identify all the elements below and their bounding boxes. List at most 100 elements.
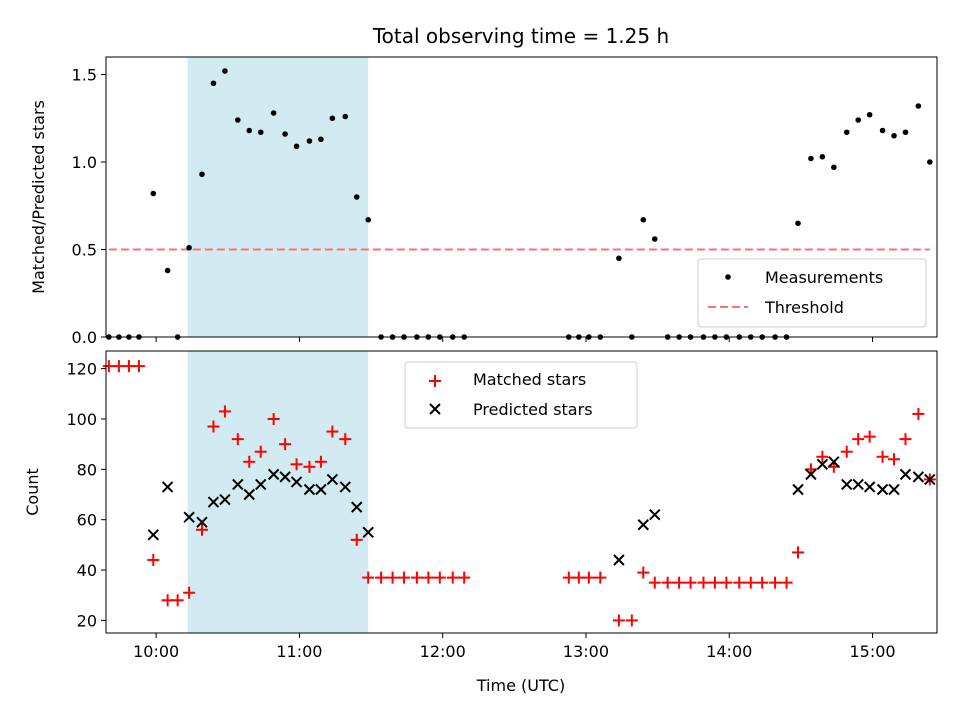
- matched-star-point: [582, 571, 595, 584]
- matched-star-point: [195, 523, 208, 536]
- predicted-star-point: [792, 483, 804, 496]
- predicted-legend-marker: [429, 403, 441, 415]
- top-axes-frame: [105, 56, 938, 338]
- measurement-point: [866, 111, 873, 118]
- predicted-star-point: [267, 468, 280, 481]
- bottom-x-ticks: 10:00 11:00 12:00 13:00 14:00 15:00: [133, 633, 896, 661]
- matched-star-point: [446, 571, 459, 584]
- predicted-star-point: [828, 456, 840, 468]
- matched-star-point: [562, 571, 575, 584]
- threshold-legend-label: Threshold: [764, 298, 844, 317]
- measurement-point: [150, 190, 157, 197]
- measurement-point: [927, 159, 933, 165]
- predicted-star-point: [863, 481, 876, 493]
- predicted-star-point: [315, 483, 327, 496]
- matched-star-point: [733, 576, 746, 589]
- matched-star-point: [254, 445, 267, 458]
- matched-star-point: [362, 571, 375, 584]
- matched-star-point: [780, 576, 793, 589]
- measurement-point: [616, 255, 622, 262]
- matched-star-point: [648, 576, 661, 589]
- matched-star-point: [102, 360, 115, 373]
- measurement-point: [808, 155, 814, 162]
- matched-star-point: [792, 546, 805, 559]
- matched-star-point: [290, 458, 303, 471]
- predicted-star-point: [303, 483, 316, 496]
- measurement-point: [831, 164, 837, 171]
- matched-star-point: [171, 594, 184, 607]
- measurement-point: [318, 136, 324, 143]
- matched-star-point: [661, 576, 674, 589]
- matched-star-point: [183, 586, 196, 599]
- predicted-star-point: [899, 468, 912, 481]
- matched-star-point: [279, 438, 292, 451]
- measurement-point: [855, 117, 861, 123]
- top-legend: Measurements Threshold: [697, 258, 927, 328]
- matched-star-point: [625, 614, 638, 627]
- x-tick-label: 14:00: [706, 642, 752, 661]
- matched-star-point: [756, 576, 769, 589]
- predicted-star-point: [161, 481, 174, 493]
- bottom-y-tick-label: 20: [77, 611, 97, 630]
- bottom-y-tick-label: 60: [77, 511, 97, 530]
- measurement-point: [222, 68, 228, 74]
- predicted-star-point: [255, 478, 267, 491]
- predicted-star-point: [852, 478, 864, 491]
- measurement-point: [819, 153, 826, 160]
- matched-star-point: [207, 420, 220, 433]
- matched-star-point: [350, 533, 363, 546]
- predicted-star-point: [649, 508, 661, 521]
- predicted-legend-label: Predicted stars: [473, 400, 593, 419]
- predicted-star-point: [912, 471, 925, 483]
- measurement-point: [640, 216, 647, 223]
- matched-star-point: [218, 405, 231, 418]
- measurement-point: [843, 129, 850, 136]
- predicted-star-point: [888, 483, 900, 496]
- matched-star-point: [243, 455, 256, 468]
- top-y-ticks: 0.0 0.5 1.0 1.5: [72, 66, 106, 347]
- bottom-y-tick-label: 120: [66, 360, 97, 379]
- matched-star-point: [697, 576, 710, 589]
- top-y-tick-label: 1.5: [72, 66, 97, 85]
- measurement-point: [235, 117, 241, 123]
- matched-star-point: [161, 594, 174, 607]
- matched-star-point: [720, 576, 733, 589]
- predicted-star-point: [805, 468, 817, 481]
- matched-star-point: [231, 433, 244, 446]
- x-tick-label: 13:00: [563, 642, 609, 661]
- x-tick-label: 12:00: [420, 642, 466, 661]
- measurement-point: [329, 115, 336, 122]
- matched-star-point: [458, 571, 471, 584]
- measurement-point: [795, 220, 801, 227]
- matched-star-point: [572, 571, 585, 584]
- chart-title: Total observing time = 1.25 h: [372, 24, 669, 48]
- x-axis-label: Time (UTC): [476, 676, 565, 695]
- measurement-point: [164, 267, 171, 274]
- bottom-y-axis-label: Count: [23, 468, 42, 516]
- matched-star-point: [912, 407, 925, 420]
- predicted-star-point: [924, 473, 936, 486]
- predicted-star-point: [147, 529, 159, 541]
- matched-star-point: [386, 571, 399, 584]
- matched-star-point: [816, 450, 829, 463]
- measurement-point: [891, 132, 897, 139]
- matched-star-point: [594, 571, 607, 584]
- top-y-tick-label: 0.5: [72, 241, 97, 260]
- bottom-axes-frame: [105, 350, 938, 634]
- predicted-star-point: [196, 516, 208, 528]
- predicted-star-point: [243, 488, 255, 501]
- matched-star-point: [267, 412, 280, 425]
- predicted-stars-series: [147, 456, 936, 566]
- bottom-legend-box: [404, 361, 638, 429]
- measurement-point: [186, 244, 192, 251]
- bottom-y-ticks: 20 40 60 80 100 120: [66, 360, 106, 630]
- predicted-star-point: [876, 483, 889, 496]
- top-y-tick-label: 0.0: [72, 328, 97, 347]
- bottom-legend: Matched stars Predicted stars: [404, 361, 638, 429]
- predicted-star-point: [219, 493, 231, 506]
- matched-star-point: [398, 571, 411, 584]
- predicted-star-point: [816, 458, 829, 471]
- measurement-point: [353, 194, 360, 200]
- measurement-point: [342, 113, 349, 120]
